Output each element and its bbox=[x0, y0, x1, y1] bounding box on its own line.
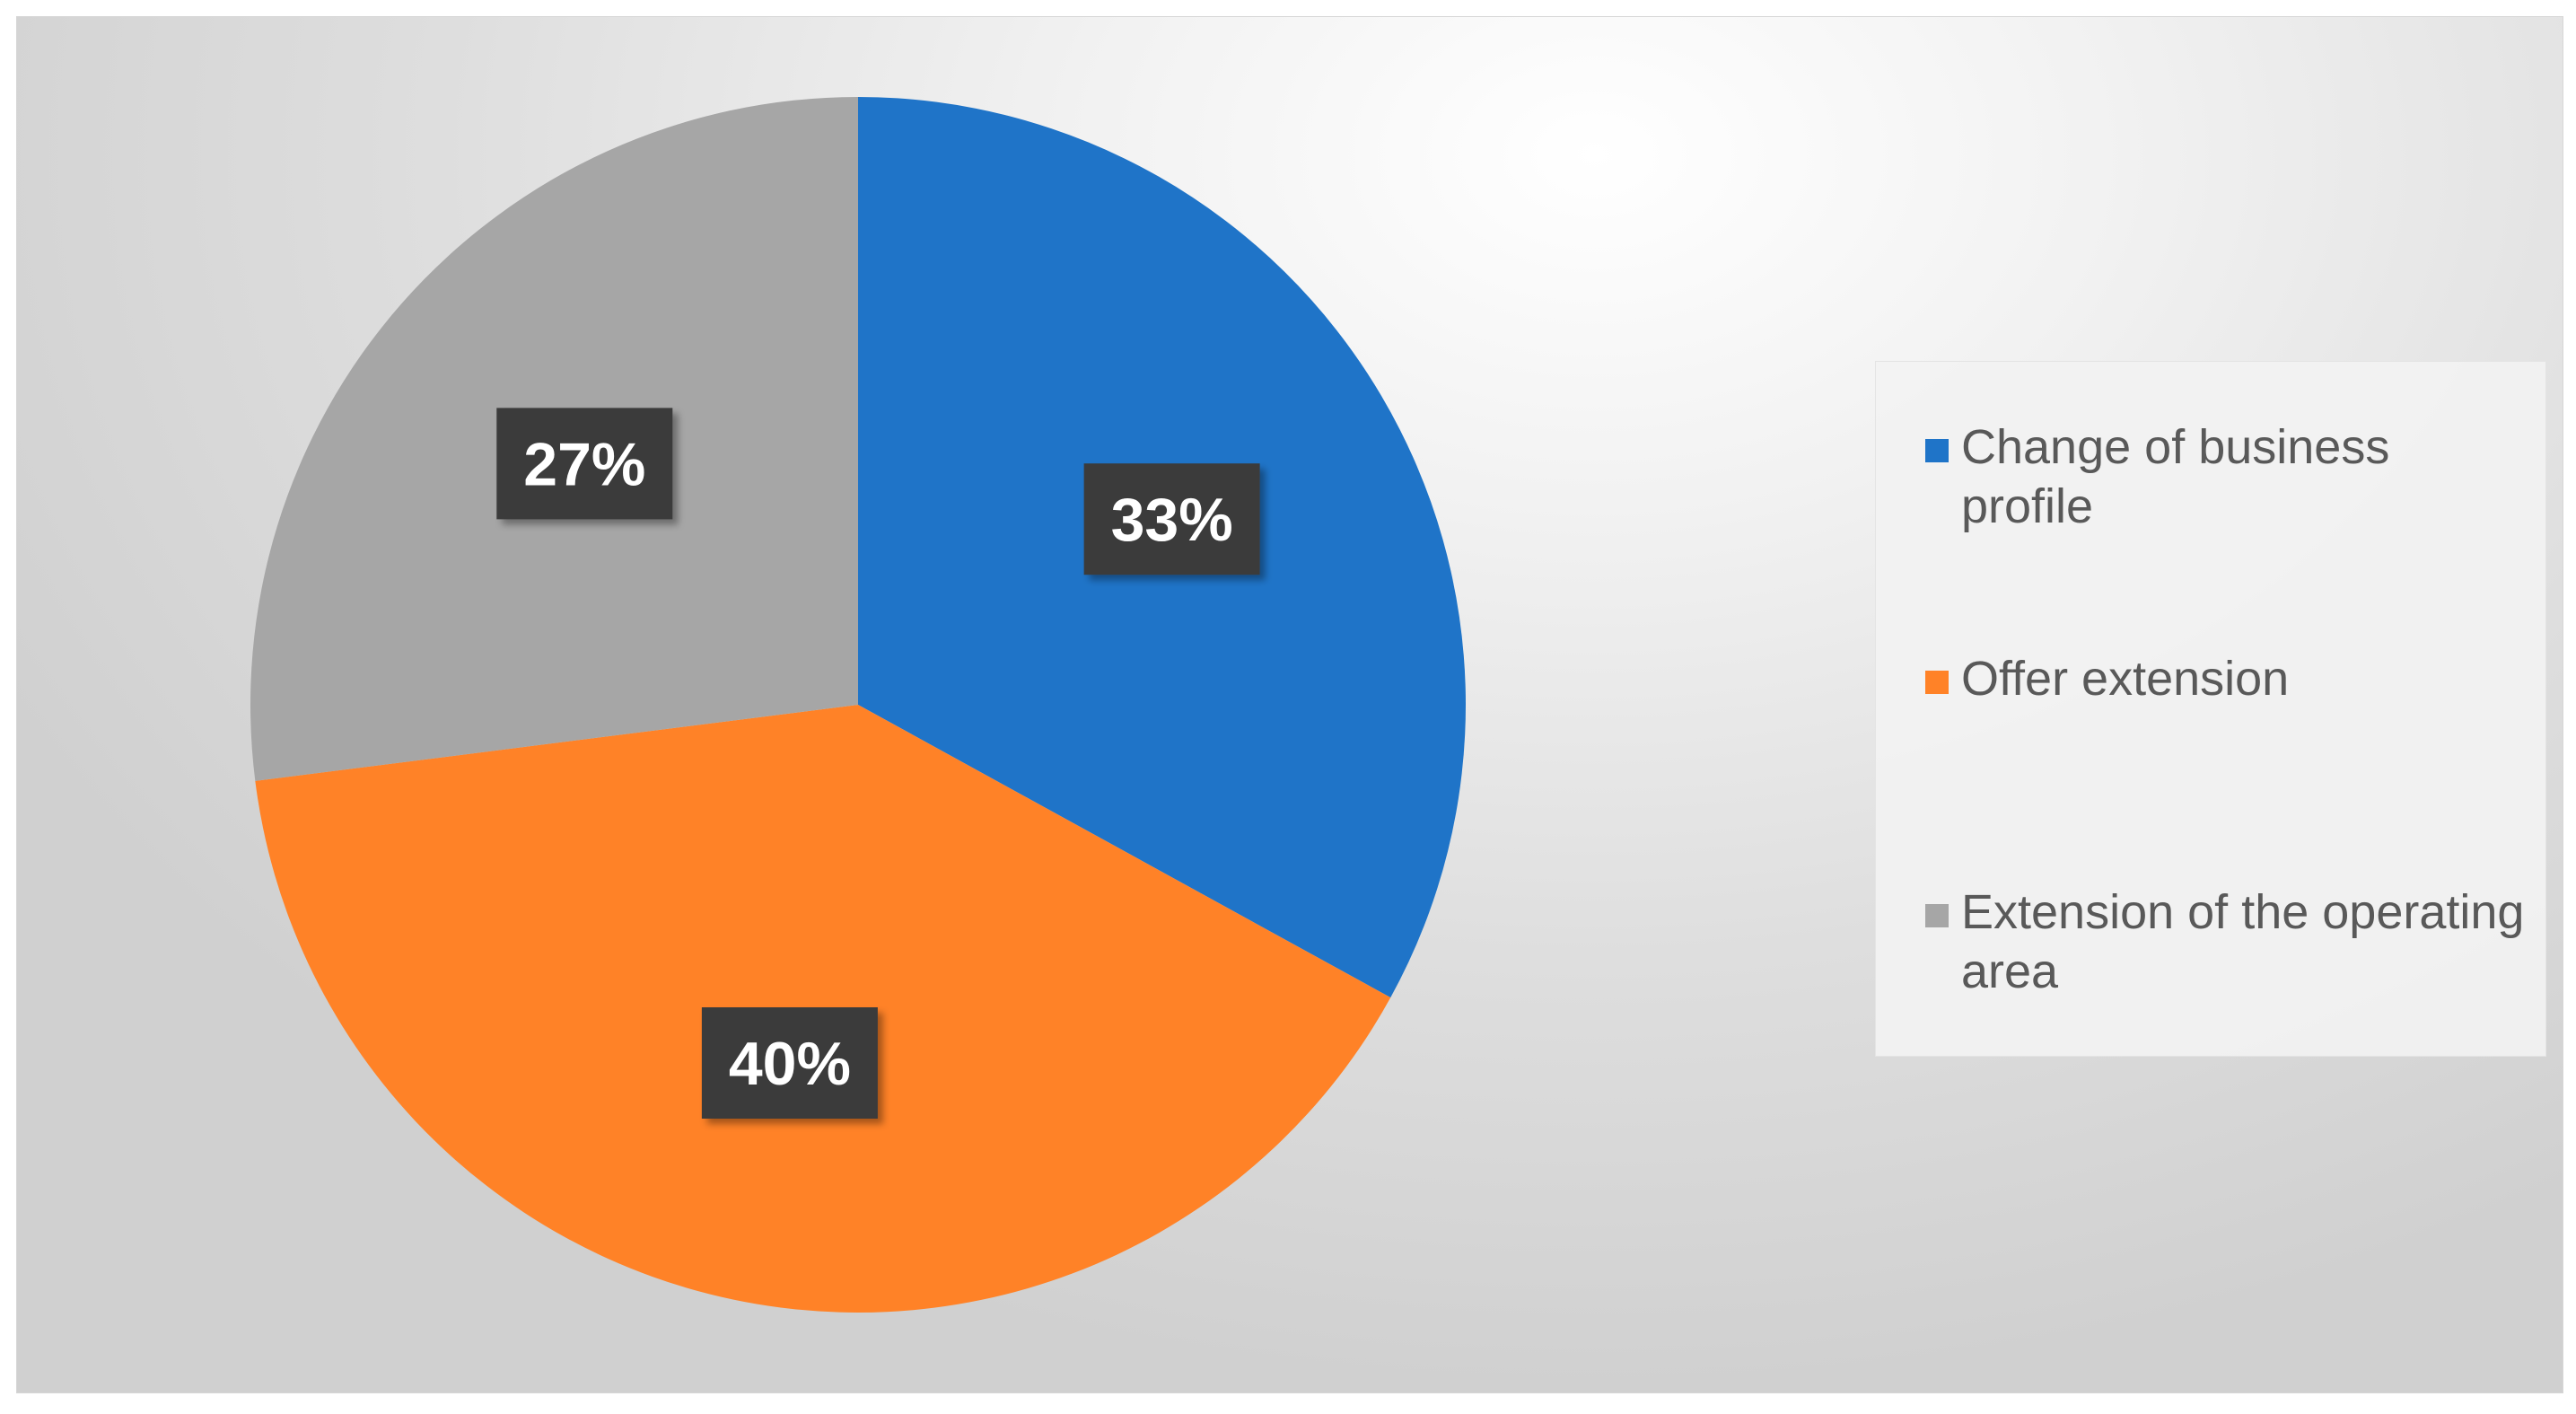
data-label-change-of-business-profile: 33% bbox=[1083, 463, 1260, 575]
legend-label: Change of business profile bbox=[1961, 420, 2390, 533]
legend: Change of business profile Offer extensi… bbox=[1875, 361, 2546, 1057]
data-label-text: 33% bbox=[1111, 486, 1233, 554]
data-label-text: 40% bbox=[729, 1030, 851, 1098]
data-label-text: 27% bbox=[523, 430, 645, 498]
legend-swatch-blue bbox=[1925, 439, 1949, 462]
chart-area: 33% 40% 27% Change of business profile Off… bbox=[16, 16, 2563, 1393]
legend-swatch-gray bbox=[1925, 904, 1949, 927]
legend-item-offer-extension: Offer extension bbox=[1925, 649, 2527, 708]
data-label-box bbox=[496, 408, 673, 520]
legend-swatch-orange bbox=[1925, 671, 1949, 694]
data-label-offer-extension: 40% bbox=[701, 1007, 878, 1120]
legend-label: Offer extension bbox=[1961, 652, 2290, 706]
legend-item-extension-of-the-operating-area: Extension of the operating area bbox=[1925, 883, 2527, 1001]
data-label-box bbox=[1083, 463, 1260, 575]
data-label-box bbox=[701, 1007, 878, 1120]
data-label-extension-of-the-operating-area: 27% bbox=[496, 408, 673, 520]
pie-chart: 33% 40% 27% bbox=[250, 97, 1466, 1313]
legend-item-change-of-business-profile: Change of business profile bbox=[1925, 417, 2527, 536]
pie-slices bbox=[250, 97, 1466, 1313]
legend-label: Extension of the operating area bbox=[1961, 885, 2525, 998]
data-labels: 33% 40% 27% bbox=[496, 408, 1260, 1120]
